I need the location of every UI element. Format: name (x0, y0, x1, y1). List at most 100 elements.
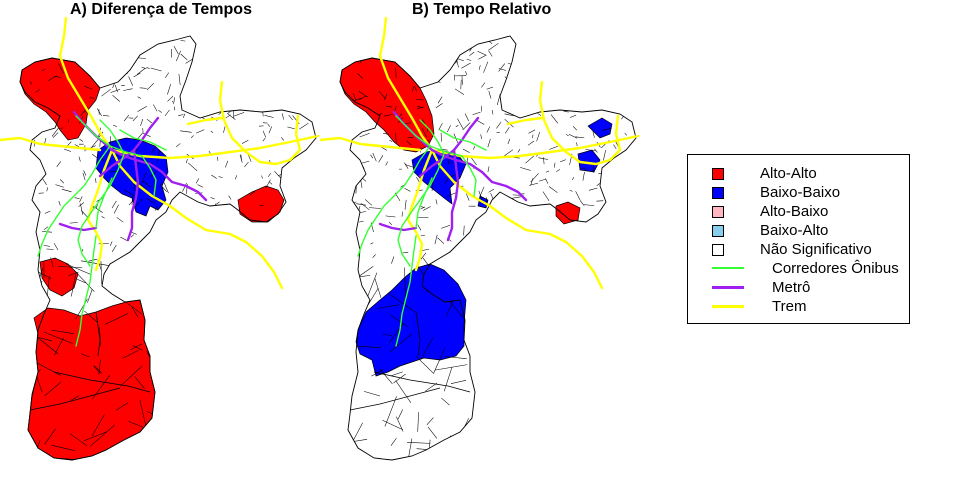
district-boundary (71, 395, 80, 401)
district-boundary (137, 96, 142, 99)
district-boundary (462, 148, 470, 153)
district-boundary (389, 139, 393, 142)
district-boundary (498, 68, 507, 71)
district-boundary (438, 123, 443, 131)
district-boundary (171, 247, 182, 255)
district-boundary (498, 63, 506, 72)
district-boundary (615, 245, 620, 257)
district-boundary (543, 71, 555, 77)
district-boundary (245, 221, 254, 227)
train-line (430, 134, 640, 160)
district-boundary (44, 428, 56, 445)
district-boundary (58, 201, 61, 206)
district-boundary (619, 80, 632, 84)
district-boundary (450, 260, 459, 280)
district-boundary (492, 267, 501, 275)
district-boundary (461, 278, 478, 289)
district-boundary (240, 70, 244, 73)
district-boundary (102, 56, 109, 61)
district-boundary (257, 67, 262, 71)
district-boundary (421, 119, 426, 124)
train-line (0, 136, 102, 152)
district-boundary (527, 140, 535, 146)
district-boundary (193, 208, 199, 218)
district-boundary (429, 48, 434, 52)
district-boundary (484, 266, 496, 289)
district-boundary (397, 409, 403, 420)
district-boundary (95, 178, 97, 183)
district-boundary (237, 251, 240, 258)
district-boundary (223, 126, 226, 133)
district-boundary (267, 123, 271, 127)
district-boundary (123, 88, 133, 91)
district-boundary (369, 207, 381, 209)
district-boundary (390, 314, 408, 328)
district-boundary (296, 46, 305, 55)
district-boundary (549, 96, 553, 100)
district-boundary (82, 55, 86, 62)
municipality-outline (19, 35, 317, 461)
district-boundary (492, 211, 496, 215)
district-boundary (416, 106, 424, 110)
district-boundary (299, 122, 309, 130)
district-boundary (499, 272, 513, 292)
district-boundary (29, 387, 121, 411)
district-boundary (289, 83, 294, 94)
district-boundary (131, 195, 133, 206)
district-boundary (385, 215, 396, 218)
district-boundary (400, 184, 405, 188)
train-line (110, 134, 320, 160)
district-boundary (195, 262, 200, 277)
district-boundary (582, 171, 585, 181)
district-boundary (579, 200, 585, 206)
district-boundary (396, 416, 404, 432)
cluster-alto-alto (39, 257, 79, 297)
district-boundary (239, 154, 243, 163)
district-boundary (500, 240, 502, 251)
district-boundary (389, 333, 413, 353)
district-boundary (531, 210, 539, 218)
district-boundary (170, 258, 177, 261)
cluster-alto-alto (555, 201, 581, 225)
district-boundary (262, 130, 267, 138)
district-boundary (287, 63, 292, 72)
legend-swatch-alto-alto (712, 168, 724, 180)
district-boundary (480, 134, 482, 139)
district-boundary (186, 79, 190, 81)
district-boundary (247, 154, 252, 162)
district-boundary (53, 243, 59, 251)
district-boundary (178, 114, 184, 116)
district-boundary (227, 113, 236, 120)
district-boundary (207, 55, 211, 58)
district-boundary (51, 444, 75, 451)
district-boundary (304, 84, 307, 92)
district-boundary (92, 39, 95, 43)
district-boundary (292, 266, 295, 300)
district-boundary (563, 110, 569, 113)
district-boundary (112, 94, 120, 102)
district-boundary (422, 206, 431, 211)
district-boundary (432, 55, 441, 62)
cluster-baixo-baixo (577, 149, 601, 173)
district-boundary (196, 79, 201, 82)
district-boundary (276, 223, 280, 231)
district-boundary (298, 71, 303, 76)
district-boundary (268, 181, 273, 185)
train-line (218, 80, 302, 166)
district-boundary (64, 148, 71, 152)
district-boundary (608, 71, 618, 78)
map-tempo-relativo (320, 16, 640, 461)
district-boundary (98, 359, 101, 375)
district-boundary (29, 220, 33, 225)
legend-label: Baixo-Alto (760, 222, 829, 239)
district-boundary (43, 122, 48, 125)
district-boundary (180, 130, 192, 133)
district-boundary (164, 72, 170, 79)
district-boundary (294, 73, 301, 81)
district-boundary (437, 237, 445, 244)
district-boundary (509, 227, 519, 229)
train-line (506, 116, 544, 126)
district-boundary (579, 55, 589, 61)
district-boundary (358, 91, 369, 98)
district-boundary (435, 69, 444, 72)
